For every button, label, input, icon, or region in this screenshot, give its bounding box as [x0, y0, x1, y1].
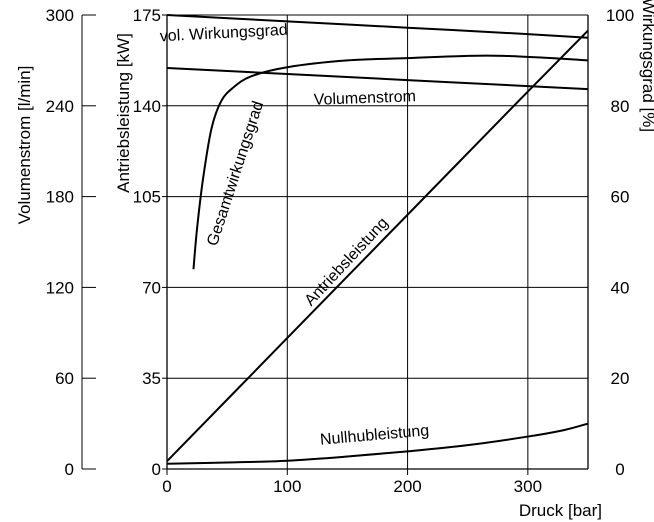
antriebsleistung-tick-label: 105	[133, 188, 161, 207]
series-line-antriebsleistung	[166, 29, 589, 462]
wirkungsgrad-tick-label: 100	[606, 6, 634, 25]
series-line-volumenstrom	[166, 66, 589, 91]
series-line-gesamtwirkungsgrad	[192, 54, 589, 270]
plot-frame	[166, 14, 589, 470]
druck-axis-ticks: 0 100 200 300	[162, 469, 542, 496]
antriebsleistung-axis-label: Antriebsleistung [kW]	[114, 33, 133, 193]
volumenstrom-axis-label: Volumenstrom [l/min]	[15, 66, 34, 225]
volumenstrom-tick-label: 300	[46, 6, 74, 25]
antriebsleistung-tick-label: 0	[152, 460, 161, 479]
series-label-vol-wirkungsgrad: vol. Wirkungsgrad	[159, 22, 288, 46]
volumenstrom-tick-label: 240	[46, 97, 74, 116]
series-line-nullhubleistung	[166, 422, 589, 465]
antriebsleistung-tick-label: 140	[133, 97, 161, 116]
wirkungsgrad-axis-ticks: 0 20 40 60 80 100	[606, 6, 634, 479]
druck-tick-label: 200	[393, 477, 421, 496]
druck-tick-label: 0	[162, 477, 171, 496]
volumenstrom-tick-label: 0	[65, 460, 74, 479]
antriebsleistung-axis-ticks: 0 35 70 105 140 175	[133, 6, 167, 479]
antriebsleistung-tick-label: 175	[133, 6, 161, 25]
wirkungsgrad-axis-label: Wirkungsgrad [%]	[639, 0, 654, 132]
wirkungsgrad-tick-label: 60	[611, 188, 630, 207]
wirkungsgrad-tick-label: 0	[615, 460, 624, 479]
volumenstrom-tick-label: 60	[55, 369, 74, 388]
wirkungsgrad-tick-label: 80	[611, 97, 630, 116]
volumenstrom-tick-label: 180	[46, 188, 74, 207]
druck-tick-label: 300	[514, 477, 542, 496]
druck-tick-label: 100	[273, 477, 301, 496]
series-lines: vol. WirkungsgradGesamtwirkungsgradVolum…	[159, 14, 589, 465]
volumenstrom-axis-ticks: 0 60 120 180 240 300	[46, 6, 96, 479]
wirkungsgrad-tick-label: 40	[611, 278, 630, 297]
wirkungsgrad-tick-label: 20	[611, 369, 630, 388]
series-label-nullhubleistung: Nullhubleistung	[319, 422, 429, 448]
series-label-volumenstrom: Volumenstrom	[313, 88, 416, 109]
series-line-vol-wirkungsgrad	[166, 14, 589, 39]
antriebsleistung-tick-label: 70	[142, 278, 161, 297]
grid	[167, 15, 588, 469]
volumenstrom-tick-label: 120	[46, 278, 74, 297]
series-label-antriebsleistung: Antriebsleistung	[302, 215, 392, 310]
antriebsleistung-tick-label: 35	[142, 369, 161, 388]
druck-axis-label: Druck [bar]	[519, 501, 602, 520]
